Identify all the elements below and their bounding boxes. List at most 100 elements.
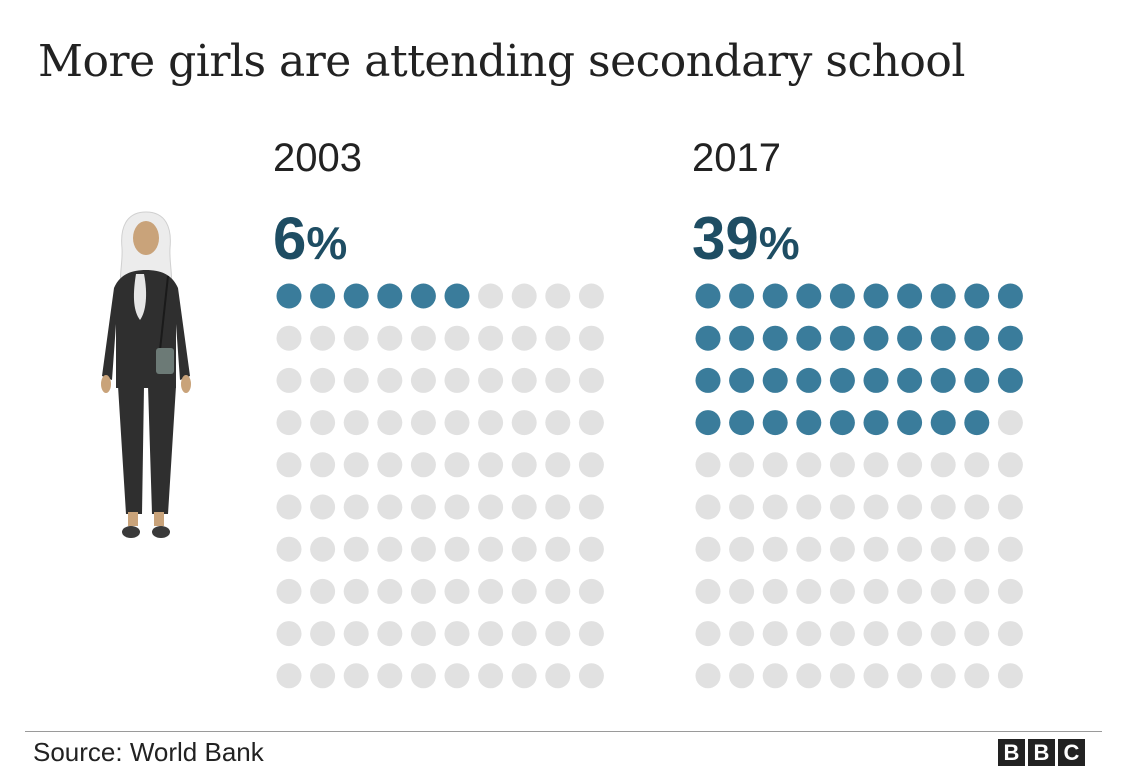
filled-dot-2003 — [310, 283, 336, 309]
empty-dot-2003 — [545, 325, 571, 351]
girl-illustration-icon — [101, 211, 191, 538]
empty-dot-2003 — [276, 452, 302, 478]
logo-letter-3: C — [1058, 739, 1085, 766]
empty-dot-2017 — [997, 578, 1023, 604]
filled-dot-2003 — [276, 283, 302, 309]
percent-sign-2003: % — [306, 217, 348, 269]
empty-dot-2017 — [695, 621, 721, 647]
filled-dot-2017 — [695, 367, 721, 393]
filled-dot-2017 — [930, 283, 956, 309]
empty-dot-2003 — [276, 494, 302, 520]
empty-dot-2003 — [478, 410, 504, 436]
filled-dot-2017 — [997, 325, 1023, 351]
empty-dot-2003 — [578, 452, 604, 478]
bbc-logo: B B C — [998, 739, 1085, 766]
empty-dot-2017 — [695, 578, 721, 604]
empty-dot-2003 — [511, 283, 537, 309]
empty-dot-2017 — [997, 494, 1023, 520]
empty-dot-2003 — [377, 621, 403, 647]
empty-dot-2003 — [545, 410, 571, 436]
empty-dot-2003 — [478, 663, 504, 689]
empty-dot-2017 — [964, 536, 990, 562]
empty-dot-2003 — [410, 325, 436, 351]
empty-dot-2003 — [444, 494, 470, 520]
filled-dot-2017 — [796, 410, 822, 436]
empty-dot-2003 — [578, 494, 604, 520]
empty-dot-2017 — [796, 494, 822, 520]
empty-dot-2003 — [343, 367, 369, 393]
filled-dot-2017 — [695, 410, 721, 436]
filled-dot-2017 — [729, 367, 755, 393]
year-label-2017: 2017 — [692, 136, 781, 180]
filled-dot-2017 — [796, 367, 822, 393]
percent-label-2017: 39% — [692, 204, 800, 273]
empty-dot-2003 — [276, 325, 302, 351]
empty-dot-2017 — [729, 494, 755, 520]
filled-dot-2017 — [964, 367, 990, 393]
empty-dot-2003 — [410, 367, 436, 393]
empty-dot-2017 — [897, 452, 923, 478]
filled-dot-2017 — [829, 283, 855, 309]
empty-dot-2003 — [578, 367, 604, 393]
empty-dot-2003 — [310, 452, 336, 478]
empty-dot-2017 — [729, 663, 755, 689]
empty-dot-2003 — [377, 452, 403, 478]
empty-dot-2017 — [863, 536, 889, 562]
filled-dot-2017 — [897, 283, 923, 309]
empty-dot-2017 — [796, 452, 822, 478]
chart-title: More girls are attending secondary schoo… — [38, 36, 965, 87]
empty-dot-2003 — [343, 536, 369, 562]
empty-dot-2003 — [545, 452, 571, 478]
empty-dot-2017 — [863, 494, 889, 520]
empty-dot-2003 — [444, 410, 470, 436]
empty-dot-2017 — [829, 621, 855, 647]
empty-dot-2017 — [695, 536, 721, 562]
empty-dot-2017 — [997, 536, 1023, 562]
empty-dot-2003 — [310, 621, 336, 647]
empty-dot-2003 — [478, 536, 504, 562]
filled-dot-2017 — [729, 325, 755, 351]
filled-dot-2017 — [695, 325, 721, 351]
filled-dot-2017 — [964, 283, 990, 309]
empty-dot-2017 — [762, 494, 788, 520]
empty-dot-2003 — [478, 578, 504, 604]
percent-value-2003: 6 — [273, 205, 307, 272]
dot-grid-2017 — [695, 283, 1023, 689]
empty-dot-2017 — [964, 663, 990, 689]
empty-dot-2017 — [829, 452, 855, 478]
empty-dot-2003 — [444, 663, 470, 689]
empty-dot-2017 — [930, 494, 956, 520]
empty-dot-2017 — [930, 452, 956, 478]
filled-dot-2003 — [343, 283, 369, 309]
logo-letter-1: B — [998, 739, 1025, 766]
empty-dot-2003 — [343, 452, 369, 478]
empty-dot-2017 — [829, 663, 855, 689]
empty-dot-2003 — [410, 410, 436, 436]
empty-dot-2003 — [310, 410, 336, 436]
filled-dot-2017 — [829, 410, 855, 436]
empty-dot-2003 — [444, 536, 470, 562]
empty-dot-2003 — [410, 494, 436, 520]
empty-dot-2003 — [377, 325, 403, 351]
filled-dot-2003 — [377, 283, 403, 309]
filled-dot-2017 — [863, 325, 889, 351]
empty-dot-2003 — [578, 663, 604, 689]
empty-dot-2003 — [511, 452, 537, 478]
empty-dot-2003 — [511, 663, 537, 689]
empty-dot-2003 — [478, 283, 504, 309]
filled-dot-2017 — [729, 410, 755, 436]
empty-dot-2003 — [276, 536, 302, 562]
empty-dot-2003 — [310, 578, 336, 604]
empty-dot-2003 — [545, 283, 571, 309]
empty-dot-2017 — [897, 663, 923, 689]
empty-dot-2003 — [410, 452, 436, 478]
filled-dot-2017 — [829, 325, 855, 351]
empty-dot-2003 — [410, 578, 436, 604]
empty-dot-2017 — [997, 452, 1023, 478]
empty-dot-2003 — [478, 452, 504, 478]
empty-dot-2017 — [829, 578, 855, 604]
empty-dot-2017 — [930, 663, 956, 689]
empty-dot-2003 — [343, 325, 369, 351]
empty-dot-2017 — [930, 536, 956, 562]
empty-dot-2003 — [511, 367, 537, 393]
